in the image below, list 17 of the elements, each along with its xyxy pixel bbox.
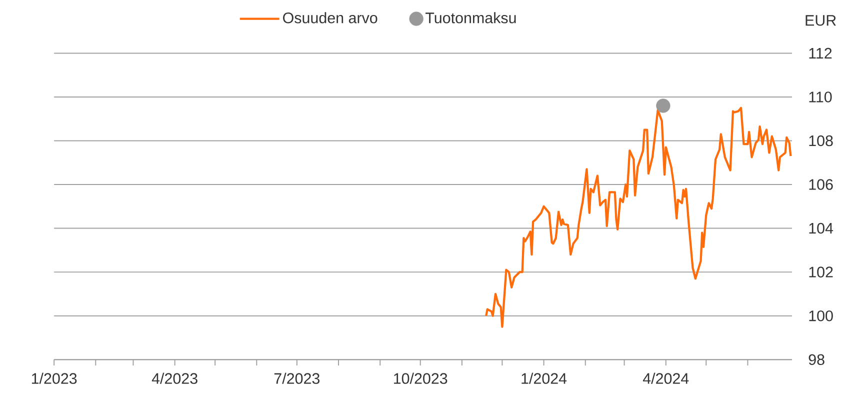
- y-axis-title: EUR: [806, 15, 836, 26]
- legend-label: Osuuden arvo: [283, 12, 378, 24]
- y-tick-label: 100: [809, 310, 833, 322]
- y-tick-label: 98: [808, 354, 824, 365]
- y-tick-label: 106: [809, 179, 833, 190]
- x-tick-label: 4/2023: [152, 372, 198, 384]
- x-tick-label: 7/2023: [274, 372, 320, 384]
- legend-label: Tuotonmaksu: [426, 12, 516, 24]
- y-tick-label: 102: [809, 266, 833, 278]
- x-tick-label: 10/2023: [394, 372, 448, 384]
- x-tick-label: 1/2024: [522, 372, 567, 384]
- x-tick-label: 4/2024: [642, 372, 689, 384]
- x-tick-label: 1/2023: [32, 372, 77, 384]
- y-tick-label: 110: [809, 92, 832, 102]
- y-tick-label: 104: [809, 222, 834, 234]
- y-tick-label: 108: [809, 135, 833, 146]
- y-tick-label: 112: [809, 48, 832, 59]
